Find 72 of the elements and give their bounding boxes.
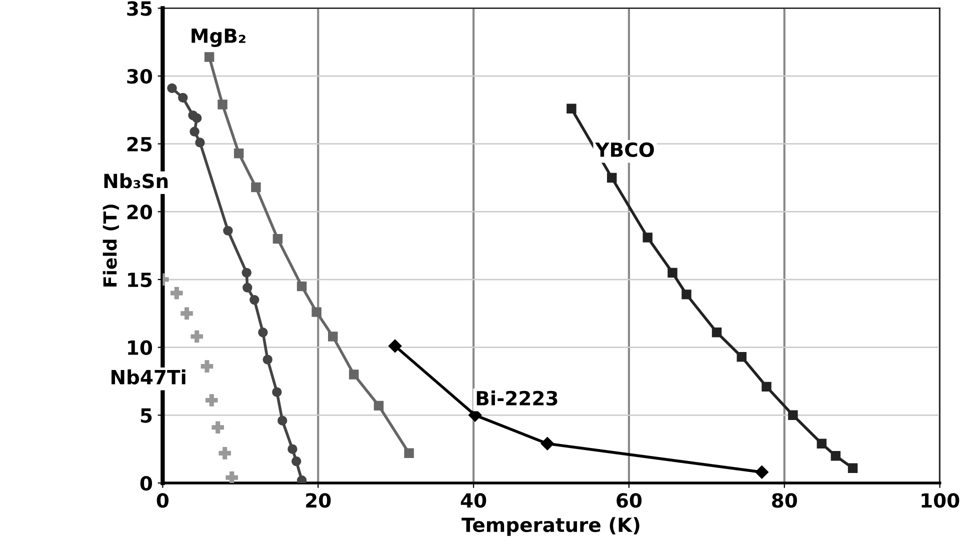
point: [234, 148, 244, 158]
point: [190, 126, 200, 137]
y-tick-label: 5: [140, 408, 152, 423]
point: [830, 451, 841, 461]
point: [205, 394, 218, 406]
point: [566, 104, 576, 114]
point: [388, 339, 402, 353]
series-label: Nb47Ti: [112, 369, 186, 384]
series-label: Bi-2223: [476, 390, 558, 406]
x-tick-label: 100: [922, 493, 960, 508]
point: [192, 113, 202, 123]
point: [788, 410, 798, 420]
point: [178, 92, 188, 103]
point: [218, 446, 232, 460]
point: [223, 226, 233, 236]
point: [212, 421, 224, 434]
x-tick-label: 20: [306, 493, 331, 508]
point: [312, 307, 322, 317]
point: [272, 387, 282, 397]
point: [218, 100, 228, 110]
point: [540, 437, 554, 450]
y-tick-label: 0: [140, 476, 152, 491]
y-axis-title: Field (T): [102, 204, 119, 286]
x-axis-title: Temperature (K): [462, 517, 640, 536]
y-tick-label: 15: [128, 272, 152, 288]
point: [204, 52, 214, 62]
point: [170, 286, 183, 300]
point: [190, 330, 204, 343]
series-label: YBCO: [595, 142, 654, 158]
point: [374, 400, 384, 411]
point: [296, 281, 307, 292]
point: [180, 307, 193, 320]
point: [278, 416, 288, 426]
point: [736, 352, 747, 362]
point: [242, 268, 252, 278]
point: [404, 448, 414, 458]
x-tick-label: 40: [460, 493, 486, 508]
point: [258, 328, 268, 338]
point: [607, 172, 617, 183]
point: [668, 268, 678, 278]
point: [296, 475, 307, 483]
point: [262, 354, 272, 364]
point: [328, 332, 338, 342]
point: [755, 466, 768, 479]
point: [242, 282, 252, 293]
x-tick-label: 0: [156, 493, 169, 508]
point: [167, 83, 177, 94]
x-tick-label: 60: [616, 493, 642, 508]
point: [642, 232, 652, 242]
y-tick-label: 20: [127, 204, 152, 220]
series-label: MgB₂: [192, 28, 246, 48]
point: [195, 138, 205, 148]
text: Nb₃Sn: [104, 173, 168, 188]
y-tick-label: 10: [128, 340, 152, 356]
point: [250, 295, 260, 305]
point: [272, 234, 283, 244]
point: [200, 360, 214, 372]
point: [682, 290, 692, 300]
y-tick-label: 25: [127, 136, 152, 152]
point: [468, 408, 482, 422]
point: [816, 438, 827, 449]
point: [251, 182, 261, 192]
point: [288, 444, 298, 454]
point: [291, 456, 302, 466]
point: [348, 370, 359, 380]
point: [712, 328, 722, 338]
point: [226, 471, 238, 483]
point: [762, 382, 772, 392]
point: [848, 463, 858, 473]
y-tick-label: 30: [127, 68, 152, 84]
x-tick-label: 80: [772, 493, 797, 508]
y-tick-label: 35: [127, 1, 152, 16]
